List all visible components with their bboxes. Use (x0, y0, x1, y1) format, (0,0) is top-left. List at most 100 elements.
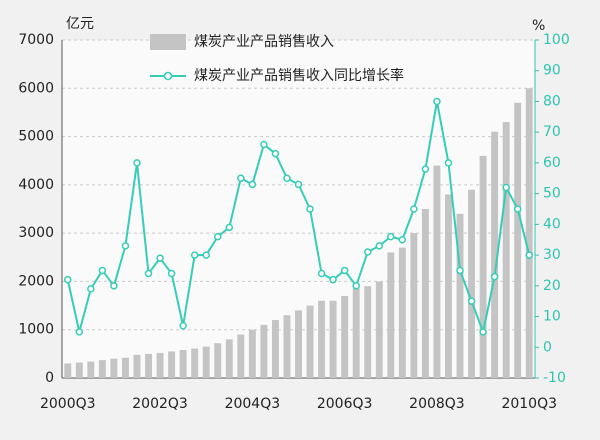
line-marker (306, 205, 314, 213)
line-marker (375, 242, 384, 250)
y2-tick-label: 40 (543, 216, 561, 232)
line-marker (110, 282, 118, 290)
line-marker (363, 248, 372, 256)
y2-tick-label: 80 (543, 93, 561, 109)
bar (133, 354, 141, 378)
line-marker (144, 269, 153, 278)
bar (525, 88, 533, 379)
y2-tick-label: 100 (543, 32, 570, 48)
line-marker (237, 174, 245, 183)
bar (468, 189, 476, 378)
bar (87, 361, 95, 378)
line-marker (421, 165, 430, 173)
y2-axis-label: % (532, 18, 545, 34)
y2-tick-label: 90 (543, 63, 561, 79)
line-marker (202, 251, 210, 259)
x-tick-label: 2008Q3 (409, 396, 465, 412)
line-marker (456, 266, 464, 275)
line-marker (213, 232, 222, 241)
line-marker (190, 251, 199, 259)
y-axis-label: 亿元 (66, 16, 94, 32)
line-marker (294, 180, 303, 189)
y-tick-label: 7000 (18, 32, 54, 48)
x-tick-label: 2010Q3 (501, 396, 557, 412)
bar (341, 295, 349, 378)
bar (98, 360, 106, 378)
y-tick-label: 6000 (18, 80, 54, 96)
line-marker (225, 223, 234, 232)
line-marker (248, 180, 257, 189)
y-tick-label: 2000 (18, 273, 54, 289)
y-tick-label: 1000 (18, 322, 54, 338)
bar (202, 346, 210, 378)
x-tick-label: 2000Q3 (40, 396, 96, 412)
line-marker (179, 322, 187, 330)
bar (410, 233, 418, 378)
y2-tick-label: 10 (543, 309, 561, 325)
line-marker (75, 328, 84, 336)
line-marker (98, 266, 107, 275)
bar (502, 122, 510, 378)
bar (375, 281, 383, 378)
line-marker (156, 254, 164, 262)
bar (514, 102, 522, 379)
bar (283, 315, 291, 378)
bar (387, 252, 395, 378)
line-marker (502, 183, 510, 192)
bar (64, 363, 72, 378)
bar (168, 351, 176, 378)
bar (398, 247, 406, 378)
bar (225, 339, 233, 378)
bar (145, 353, 152, 378)
bar (179, 349, 187, 378)
bar (237, 334, 245, 378)
y-tick-label: 3000 (18, 225, 54, 241)
bar (214, 343, 222, 378)
line-marker (352, 282, 360, 290)
line-marker (64, 275, 72, 284)
line-marker (167, 269, 176, 278)
y2-tick-label: 70 (543, 124, 561, 140)
bar (329, 300, 337, 378)
line-marker (271, 149, 280, 158)
y-tick-label: 0 (45, 370, 54, 386)
line-marker (444, 159, 453, 167)
legend-marker (163, 71, 173, 81)
line-marker (513, 205, 522, 213)
line-marker (479, 328, 487, 336)
bar (110, 358, 118, 378)
line-marker (260, 140, 268, 149)
y2-tick-label: 20 (543, 278, 561, 294)
y-tick-label: 4000 (18, 177, 54, 193)
bar (121, 357, 129, 378)
line-marker (525, 251, 533, 259)
line-marker (283, 174, 291, 183)
line-marker (433, 97, 441, 106)
line-marker (121, 242, 130, 250)
legend-swatch (150, 34, 186, 50)
bar (191, 348, 199, 378)
bar (491, 131, 499, 378)
line-marker (329, 275, 337, 284)
line-marker (410, 205, 418, 213)
line-marker (87, 285, 95, 293)
x-tick-label: 2004Q3 (225, 396, 281, 412)
bar (318, 300, 326, 378)
bar (479, 155, 487, 378)
bar (75, 362, 83, 378)
y2-tick-label: 30 (543, 247, 561, 263)
bar (295, 310, 302, 378)
bar (456, 213, 464, 378)
bar (248, 329, 256, 378)
legend-label: 煤炭产业产品销售收入 (194, 34, 334, 50)
line-marker (398, 235, 407, 244)
bar (260, 324, 268, 378)
x-tick-label: 2002Q3 (132, 396, 188, 412)
bar (433, 165, 441, 378)
bar (156, 352, 164, 378)
bar (421, 209, 429, 378)
y-tick-label: 5000 (18, 129, 54, 145)
line-marker (490, 272, 499, 281)
